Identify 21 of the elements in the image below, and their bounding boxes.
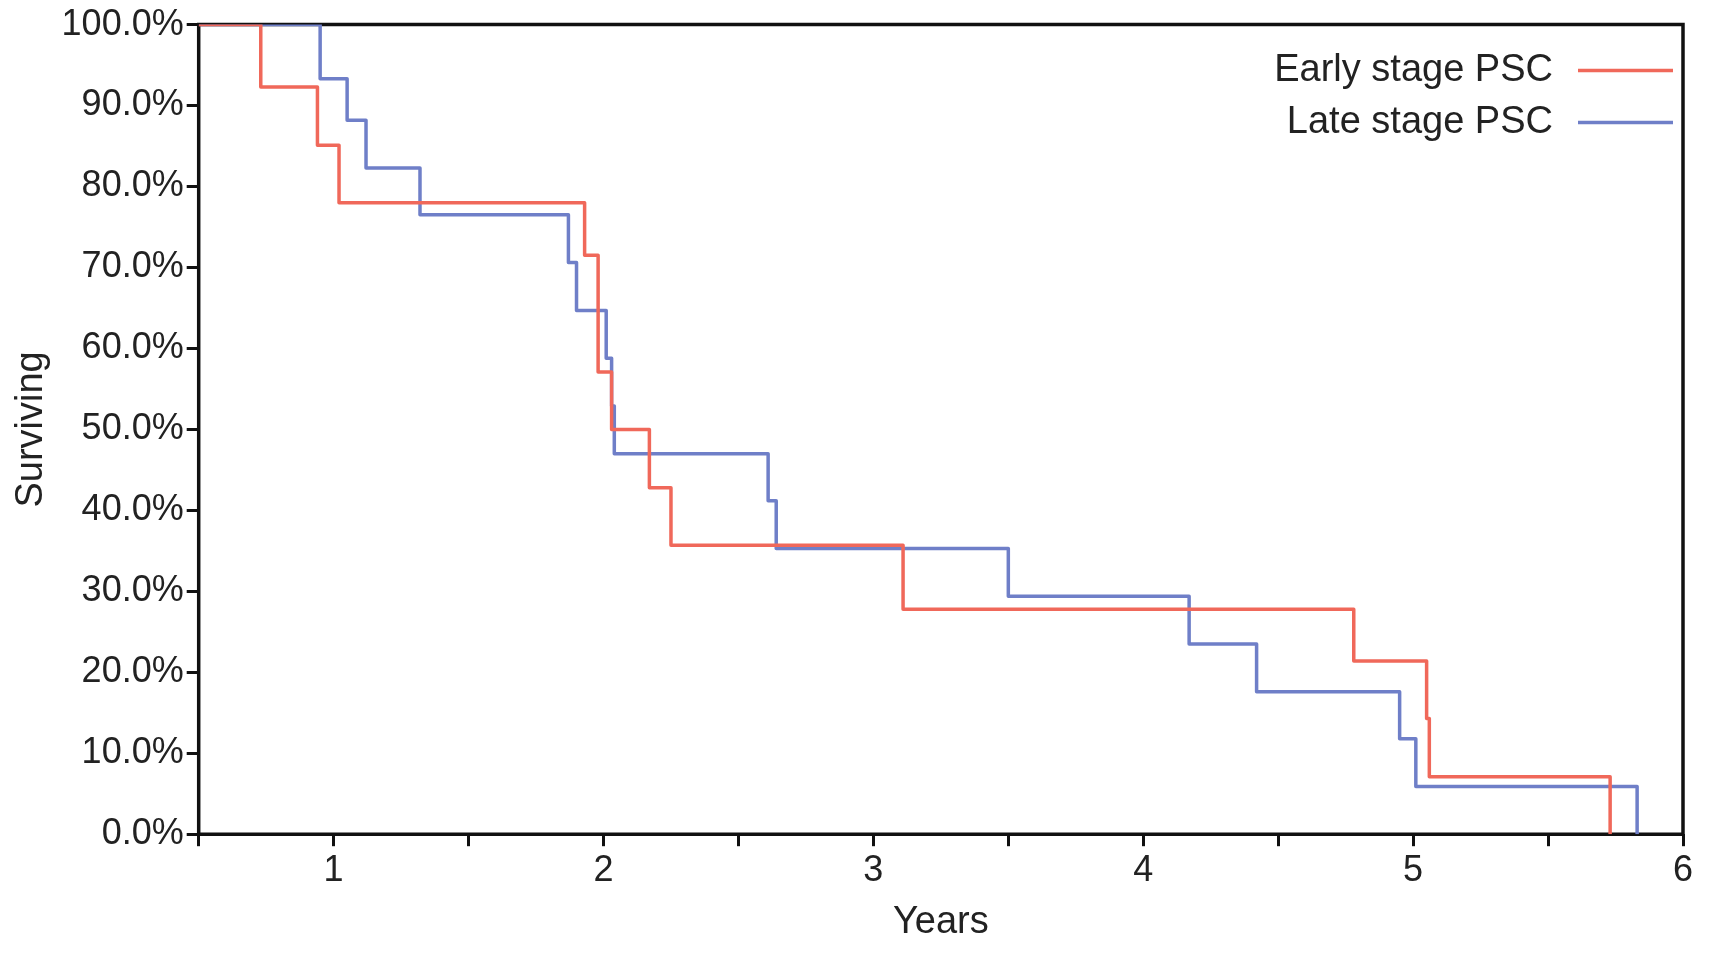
y-axis-title: Surviving bbox=[8, 351, 51, 508]
y-tick-label: 60.0% bbox=[81, 325, 184, 367]
x-tick-label: 1 bbox=[323, 847, 344, 889]
y-tick-label: 100.0% bbox=[61, 1, 184, 43]
x-tick-label: 6 bbox=[1672, 847, 1694, 889]
y-tick-label: 30.0% bbox=[81, 568, 184, 610]
y-tick-label: 70.0% bbox=[81, 244, 184, 286]
y-tick-label: 20.0% bbox=[81, 649, 184, 691]
x-tick-label: 2 bbox=[593, 847, 614, 889]
legend-label: Late stage PSC bbox=[1286, 99, 1553, 142]
y-tick-label: 90.0% bbox=[81, 82, 184, 124]
x-axis-title: Years bbox=[892, 898, 989, 941]
x-tick-label: 4 bbox=[1133, 847, 1154, 889]
y-tick-label: 10.0% bbox=[81, 730, 184, 772]
y-tick-label: 0.0% bbox=[101, 811, 184, 853]
legend-label: Early stage PSC bbox=[1274, 47, 1553, 90]
x-tick-label: 3 bbox=[863, 847, 884, 889]
y-tick-label: 80.0% bbox=[81, 163, 184, 205]
y-tick-label: 40.0% bbox=[81, 487, 184, 529]
y-tick-label: 50.0% bbox=[81, 406, 184, 448]
x-tick-label: 5 bbox=[1403, 847, 1424, 889]
